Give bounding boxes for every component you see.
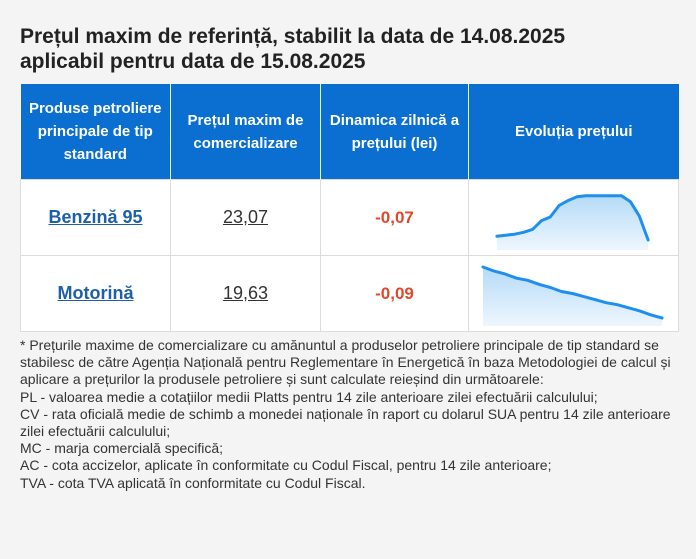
footnote-ac: AC - cota accizelor, aplicate în conform…: [20, 457, 552, 474]
sparkline-line: [481, 265, 664, 320]
price-table: Produse petroliere principale de tip sta…: [20, 84, 679, 332]
price-cell: 19,63: [170, 255, 321, 332]
sparkline-chart-benzina: [495, 194, 650, 250]
table-row: Benzină 95 23,07 -0,07: [20, 179, 679, 256]
title-line-2: aplicabil pentru data de 15.08.2025: [20, 50, 366, 73]
product-cell: Benzină 95: [20, 179, 171, 256]
header-max-price: Prețul maxim de comercializare: [170, 84, 321, 180]
footnote-pl: PL - valoarea medie a cotațiilor medii P…: [20, 388, 598, 405]
header-price-evolution: Evoluția prețului: [468, 84, 679, 180]
header-daily-change: Dinamica zilnică a prețului (lei): [320, 84, 469, 180]
price-value: 19,63: [222, 283, 269, 303]
change-value: -0,07: [375, 208, 414, 227]
product-link-motorina[interactable]: Motorină: [57, 283, 134, 303]
table-header-row: Produse petroliere principale de tip sta…: [20, 84, 679, 180]
sparkline-cell: [468, 179, 679, 256]
footnote-cv: CV - rata oficială medie de schimb a mon…: [20, 405, 671, 440]
footnotes: * Prețurile maxime de comercializare cu …: [20, 337, 682, 492]
sparkline-chart-motorina: [481, 265, 664, 326]
change-value: -0,09: [375, 284, 414, 303]
footnote-tva: TVA - cota TVA aplicată în conformitate …: [20, 474, 366, 491]
sparkline-line: [495, 194, 650, 242]
change-cell: -0,07: [320, 179, 469, 256]
change-cell: -0,09: [320, 255, 469, 332]
sparkline-area: [496, 195, 649, 250]
title-line-1: Prețul maxim de referință, stabilit la d…: [20, 25, 566, 48]
footnote-intro: * Prețurile maxime de comercializare cu …: [20, 337, 671, 388]
footnote-mc: MC - marja comercială specifică;: [20, 440, 224, 457]
product-cell: Motorină: [20, 255, 171, 332]
price-value: 23,07: [222, 207, 269, 227]
header-products: Produse petroliere principale de tip sta…: [20, 84, 171, 180]
page-title: Prețul maxim de referință, stabilit la d…: [20, 24, 680, 74]
table-row: Motorină 19,63 -0,09: [20, 255, 679, 332]
price-cell: 23,07: [170, 179, 321, 256]
sparkline-cell: [468, 255, 679, 332]
product-link-benzina-95[interactable]: Benzină 95: [48, 207, 143, 227]
